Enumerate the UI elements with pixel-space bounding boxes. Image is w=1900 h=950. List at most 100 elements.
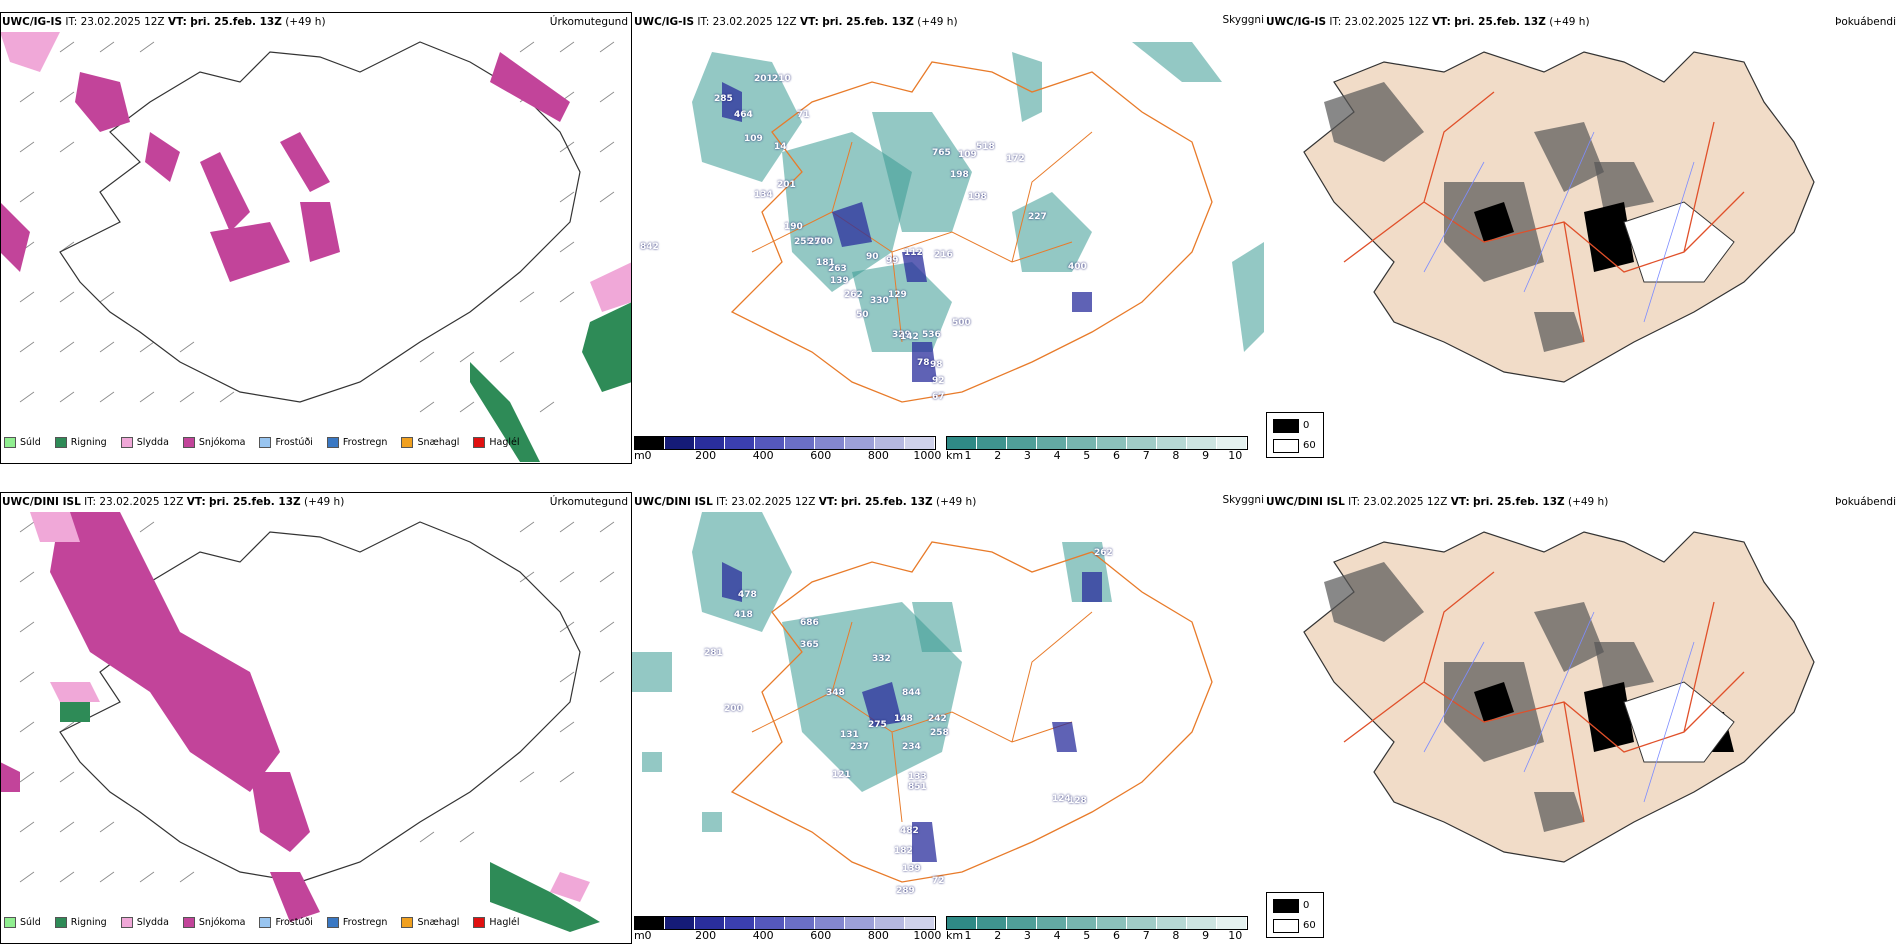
panel-type-label: Úrkomutegund — [549, 16, 628, 28]
visibility-value-label: 200 — [724, 704, 743, 714]
visibility-value-label: 142 — [900, 332, 919, 342]
visibility-value-label: 270 — [808, 237, 827, 247]
precip-map-row2 — [0, 512, 615, 932]
visibility-value-label: 400 — [1068, 262, 1087, 272]
ceiling-unit: m — [634, 449, 645, 462]
low-ceiling-areas — [722, 82, 1092, 382]
visibility-value-label: 99 — [886, 256, 899, 266]
legend-item-snow-pellets: Snæhagl — [401, 917, 459, 928]
fog-legend-row2: 0 60 — [1266, 892, 1324, 938]
visibility-value-label: 190 — [784, 222, 803, 232]
fog-map-row1 — [1303, 51, 1815, 383]
fog-map-row2 — [1303, 531, 1815, 863]
visibility-value-label: 50 — [856, 310, 869, 320]
panel-type-label: Úrkomutegund — [549, 496, 628, 508]
visibility-value-label: 78 — [917, 358, 930, 368]
visibility-map-row2 — [632, 512, 1213, 883]
panel-title: UWC/DINI ISL IT: 23.02.2025 12Z VT: þri.… — [1266, 496, 1609, 508]
roads — [1343, 91, 1745, 343]
rivers — [1423, 611, 1695, 803]
visibility-value-label: 129 — [888, 290, 907, 300]
roads — [1343, 571, 1745, 823]
fog-swatch-low — [1273, 919, 1299, 933]
rain-areas — [60, 702, 600, 932]
legend-item-freezing-rain: Frostregn — [326, 917, 387, 928]
visibility-value-label: 71 — [797, 110, 810, 120]
visibility-value-label: 227 — [1028, 212, 1047, 222]
interior-roads — [751, 611, 1093, 823]
visibility-value-label: 109 — [958, 150, 977, 160]
fog-legend-label: 0 — [1303, 420, 1310, 431]
fog-legend-row1: 0 60 — [1266, 412, 1324, 458]
visibility-value-label: 134 — [754, 190, 773, 200]
visibility-value-label: 198 — [968, 192, 987, 202]
land-area — [1303, 51, 1815, 383]
wind-barbs — [19, 41, 615, 413]
road-network — [730, 61, 1213, 403]
visibility-value-label: 201 — [777, 180, 796, 190]
panel-title: UWC/DINI ISL IT: 23.02.2025 12Z VT: þri.… — [2, 496, 345, 508]
visibility-value-label: 181 — [816, 258, 835, 268]
fog-legend-label: 0 — [1303, 900, 1310, 911]
visibility-value-label: 263 — [828, 264, 847, 274]
visibility-value-label: 365 — [800, 640, 819, 650]
visibility-value-label: 418 — [734, 610, 753, 620]
visibility-value-label: 281 — [704, 648, 723, 658]
legend-item-drizzle: Súld — [4, 437, 41, 448]
visibility-value-label: 478 — [738, 590, 757, 600]
panel-type-label: Þokuábendi — [1835, 496, 1896, 508]
visibility-value-label: 482 — [900, 826, 919, 836]
visibility-value-label: 172 — [1006, 154, 1025, 164]
low-ceiling-areas — [722, 562, 1102, 862]
visibility-value-label: 536 — [922, 330, 941, 340]
coastline — [59, 41, 581, 403]
panel-title: UWC/DINI ISL IT: 23.02.2025 12Z VT: þri.… — [634, 496, 977, 508]
visibility-value-label: 842 — [640, 242, 659, 252]
legend-item-snow-pellets: Snæhagl — [401, 437, 459, 448]
visibility-value-label: 72 — [932, 876, 945, 886]
legend-item-drizzle: Súld — [4, 917, 41, 928]
legend-item-freezing-rain: Frostregn — [326, 437, 387, 448]
visibility-value-label: 67 — [932, 392, 945, 402]
visibility-value-label: 139 — [902, 864, 921, 874]
visibility-value-label: 686 — [800, 618, 819, 628]
legend-item-freezing-drizzle: Frostúði — [259, 437, 313, 448]
visibility-panel-row1: 285 201 210 464 109 14 71 134 201 190 255 570 270 263… — [634, 14, 1265, 462]
visibility-colorbar — [946, 436, 1248, 450]
visibility-value-label: 765 — [932, 148, 951, 158]
visibility-value-label: 285 — [714, 94, 733, 104]
visibility-value-label: 289 — [896, 886, 915, 896]
visibility-value-label: 329 — [892, 330, 911, 340]
precip-map-row1 — [0, 32, 632, 462]
precip-legend: Súld Rigning Slydda Snjókoma Frostúði Fr… — [4, 917, 528, 928]
legend-item-snow: Snjókoma — [182, 437, 245, 448]
visibility-panel-row2: 478 418 686 365 281 332 348 844 275 148 131 237 258 2… — [632, 494, 1265, 942]
legend-item-hail: Haglél — [473, 437, 520, 448]
panel-type-label: Skyggni — [1222, 494, 1265, 506]
visibility-value-label: 255 — [794, 237, 813, 247]
dense-fog-areas — [1474, 682, 1734, 752]
visibility-value-label: 570 — [814, 237, 833, 247]
land-area — [1303, 531, 1815, 863]
visibility-value-label: 124 — [1052, 794, 1071, 804]
visibility-value-label: 14 — [774, 142, 787, 152]
legend-item-hail: Haglél — [473, 917, 520, 928]
visibility-unit: km — [946, 929, 964, 942]
fog-legend-label: 60 — [1303, 440, 1316, 451]
visibility-value-label: 518 — [976, 142, 995, 152]
visibility-value-label: 844 — [902, 688, 921, 698]
visibility-value-label: 131 — [840, 730, 859, 740]
rain-areas — [470, 302, 632, 462]
legend-item-sleet: Slydda — [120, 917, 169, 928]
visibility-map-row1 — [692, 42, 1264, 403]
glacier — [1623, 201, 1735, 283]
sleet-areas — [30, 512, 590, 902]
visibility-value-label: 258 — [930, 728, 949, 738]
fog-swatch-high — [1273, 419, 1299, 433]
panel-type-label: Skyggni — [1222, 14, 1265, 26]
visibility-value-label: 98 — [930, 360, 943, 370]
low-visibility-areas — [632, 512, 1112, 832]
legend-item-snow: Snjókoma — [182, 917, 245, 928]
road-network — [730, 541, 1213, 883]
visibility-unit: km — [946, 449, 964, 462]
